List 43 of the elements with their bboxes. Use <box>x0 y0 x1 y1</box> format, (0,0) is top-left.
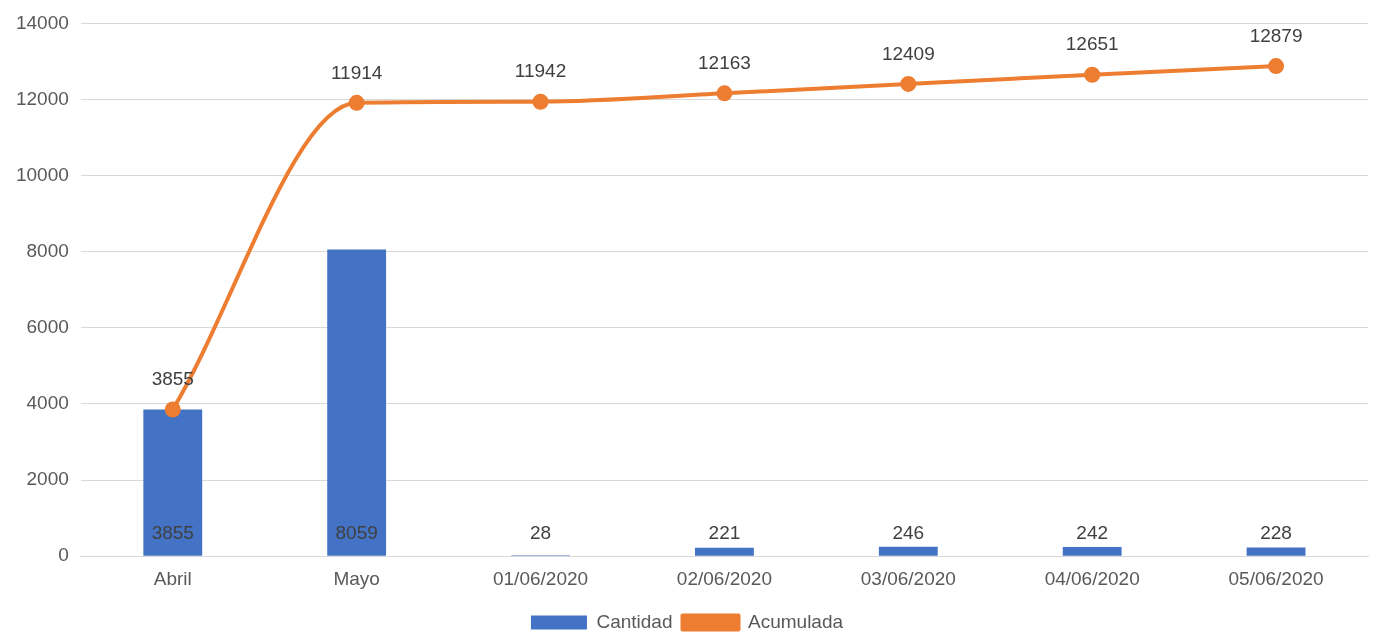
y-tick-label: 8000 <box>26 239 69 261</box>
bar <box>143 409 203 556</box>
point <box>716 85 733 102</box>
y-tick-label: 4000 <box>26 392 69 414</box>
data-label: 12409 <box>881 42 935 64</box>
y-tick-label: 6000 <box>26 316 69 338</box>
data-label: 11942 <box>514 60 567 82</box>
data-label: 246 <box>892 522 925 544</box>
point <box>164 401 181 418</box>
bar <box>1246 547 1306 556</box>
point <box>348 94 365 111</box>
data-label: 12879 <box>1249 24 1303 46</box>
data-label: 228 <box>1260 522 1292 544</box>
bar <box>327 249 387 556</box>
x-tick-label: 01/06/2020 <box>492 567 589 589</box>
data-label: 8059 <box>335 522 378 544</box>
legend-label: Acumulada <box>748 610 844 632</box>
y-tick-label: 12000 <box>15 87 69 109</box>
data-label: 11914 <box>330 61 383 83</box>
x-tick-label: 02/06/2020 <box>676 567 772 589</box>
point <box>1084 66 1101 83</box>
y-tick-label: 14000 <box>15 11 69 33</box>
data-label: 3855 <box>151 522 194 544</box>
x-tick-label: 05/06/2020 <box>1228 567 1324 589</box>
point <box>1268 58 1285 75</box>
x-tick-label: 03/06/2020 <box>860 567 956 589</box>
x-tick-label: Abril <box>153 567 192 589</box>
bar <box>1062 546 1122 556</box>
data-label: 242 <box>1076 522 1109 544</box>
point <box>900 75 917 92</box>
x-tick-label: 04/06/2020 <box>1044 567 1140 589</box>
y-tick-label: 10000 <box>15 163 69 185</box>
data-label: 12163 <box>698 52 751 74</box>
y-tick-label: 2000 <box>26 468 69 490</box>
data-label: 12651 <box>1065 33 1119 55</box>
bar <box>878 546 938 556</box>
x-tick-label: Mayo <box>333 567 380 589</box>
bar <box>695 547 754 556</box>
y-tick-label: 0 <box>58 544 69 566</box>
legend-label: Cantidad <box>596 610 673 632</box>
data-label: 28 <box>529 522 552 544</box>
point <box>532 93 549 110</box>
data-label: 221 <box>708 522 741 544</box>
